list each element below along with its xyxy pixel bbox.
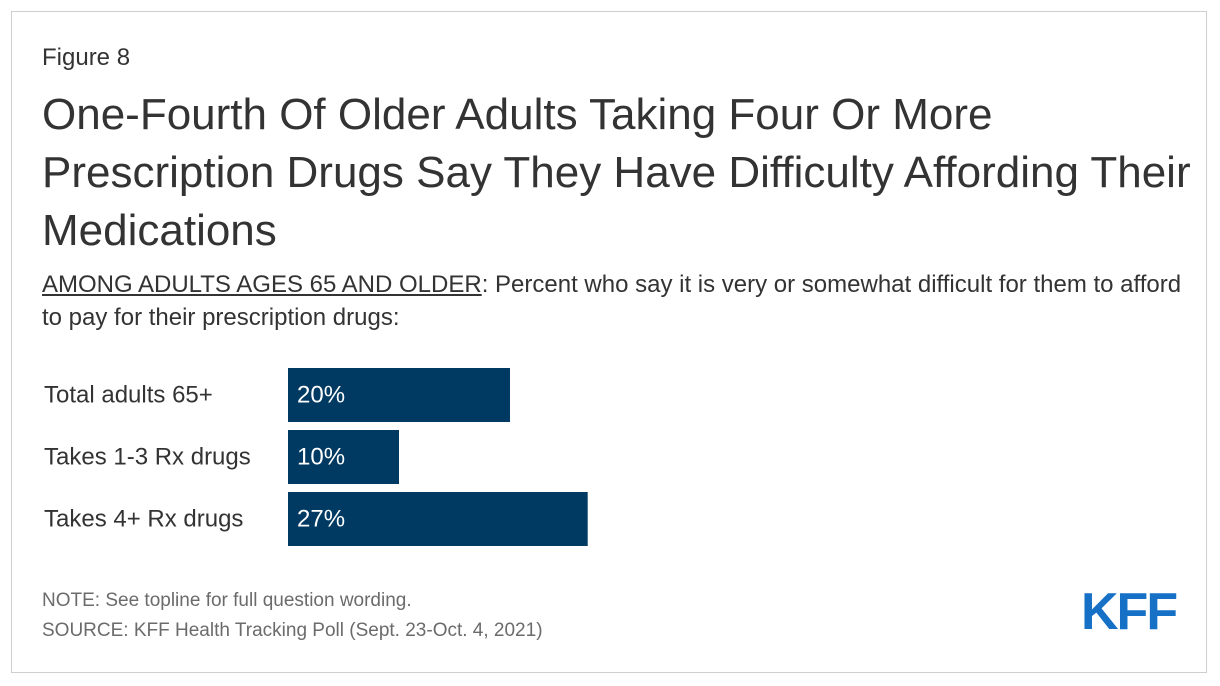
bar-value-label: 20% [297,382,345,409]
chart-subtitle: AMONG ADULTS AGES 65 AND OLDER: Percent … [42,268,1182,334]
bar [288,368,510,422]
bar-value-label: 27% [297,506,345,533]
source-text: SOURCE: KFF Health Tracking Poll (Sept. … [42,620,543,641]
subtitle-description: : Percent who say it is very or somewhat… [42,271,1182,331]
figure-label: Figure 8 [42,44,131,71]
subtitle-population: AMONG ADULTS AGES 65 AND OLDER [42,271,482,298]
category-label: Takes 4+ Rx drugs [44,506,243,533]
bar-value-label: 10% [297,444,345,471]
bar [288,492,588,546]
category-label: Takes 1-3 Rx drugs [44,444,251,471]
bar [288,430,399,484]
chart-title: One-Fourth Of Older Adults Taking Four O… [42,90,1191,255]
figure-frame [11,11,1207,673]
category-label: Total adults 65+ [44,382,213,409]
note-text: NOTE: See topline for full question word… [42,590,412,611]
kff-logo: KFF [1081,583,1178,641]
